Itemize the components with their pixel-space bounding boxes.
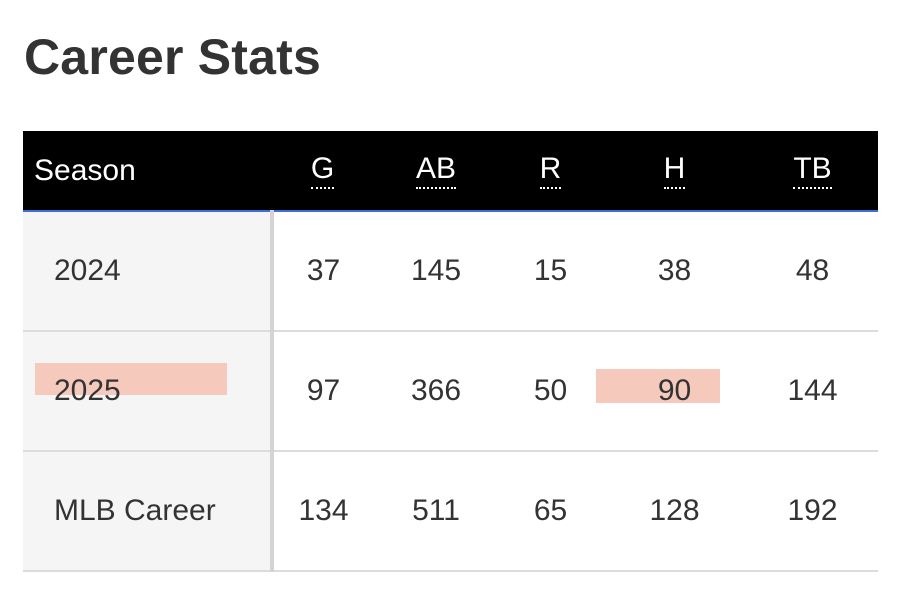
column-header-ab-label: AB [415,153,457,189]
column-header-h-label: H [663,153,686,189]
total-bases-cell: 48 [747,211,878,332]
hits-value: 90 [657,374,692,407]
total-bases-cell: 144 [747,331,878,452]
season-cell: 2024 [23,211,274,332]
column-header-season: Season [23,131,272,212]
total-bases-cell: 192 [747,451,878,572]
table-header-row: Season G AB R H TB [23,131,878,212]
at-bats-cell: 511 [373,451,499,572]
games-cell: 37 [272,211,373,332]
column-header-r[interactable]: R [499,131,602,212]
season-label: 2025 [54,374,121,407]
runs-cell: 50 [499,331,602,452]
highlighted-season: 2025 [35,363,227,408]
runs-cell: 65 [499,451,602,572]
hits-cell: 38 [602,211,747,332]
column-header-g[interactable]: G [272,131,373,212]
table-row: MLB Career 134 511 65 128 192 [23,451,878,572]
season-cell: MLB Career [23,451,274,572]
column-header-h[interactable]: H [602,131,747,212]
highlight-mark [35,363,227,395]
column-header-g-label: G [310,153,335,189]
games-cell: 134 [272,451,373,572]
column-header-r-label: R [539,153,562,189]
highlighted-hits: 90 [595,369,720,408]
page-title: Career Stats [24,29,322,85]
table-row: 2025 97 366 50 90 144 [23,331,878,452]
column-header-tb[interactable]: TB [747,131,878,212]
runs-cell: 15 [499,211,602,332]
column-header-tb-label: TB [793,153,832,189]
season-cell: 2025 [23,331,274,452]
highlight-mark [595,369,720,403]
at-bats-cell: 366 [373,331,499,452]
column-header-ab[interactable]: AB [373,131,499,212]
at-bats-cell: 145 [373,211,499,332]
hits-cell: 90 [595,331,747,452]
games-cell: 97 [272,331,373,452]
hits-cell: 128 [602,451,747,572]
career-stats-table: Season G AB R H TB 2024 37 145 15 38 48 [23,131,878,572]
table-row: 2024 37 145 15 38 48 [23,211,878,332]
